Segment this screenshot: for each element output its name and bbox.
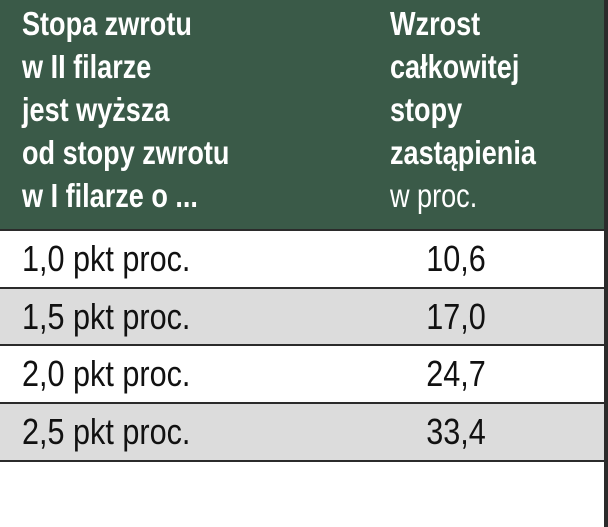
header-text: w II filarze [22,48,152,85]
table-cell: 24,7 [426,353,486,395]
table-cell: 17,0 [426,295,486,337]
table-row: 2,5 pkt proc. 33,4 [0,402,604,461]
header-text: stopy [390,91,463,128]
table-cell: 33,4 [426,411,486,453]
header-text: w I filarze o ... [22,177,198,214]
table-row: 1,5 pkt proc. 17,0 [0,286,604,345]
table-row: 1,0 pkt proc. 10,6 [0,229,604,287]
header-text: w proc. [390,177,478,214]
table-header: Stopa zwrotu w II filarze jest wyższa od st… [0,0,604,229]
table-cell: 1,0 pkt proc. [22,238,191,279]
header-text: od stopy zwrotu [22,134,230,171]
header-text: Stopa zwrotu [22,5,192,42]
table-cell: 10,6 [426,238,486,279]
header-text: Wzrost [390,5,481,42]
header-text: zastąpienia [390,134,536,171]
table-row: 2,0 pkt proc. 24,7 [0,344,604,402]
edge-line [604,0,608,527]
table-cell: 2,0 pkt proc. [22,353,191,395]
bottom-rule [0,460,604,462]
header-text: całkowitej [390,48,520,85]
header-text: jest wyższa [22,91,170,128]
table-cell: 1,5 pkt proc. [22,295,191,337]
table-cell: 2,5 pkt proc. [22,411,191,453]
